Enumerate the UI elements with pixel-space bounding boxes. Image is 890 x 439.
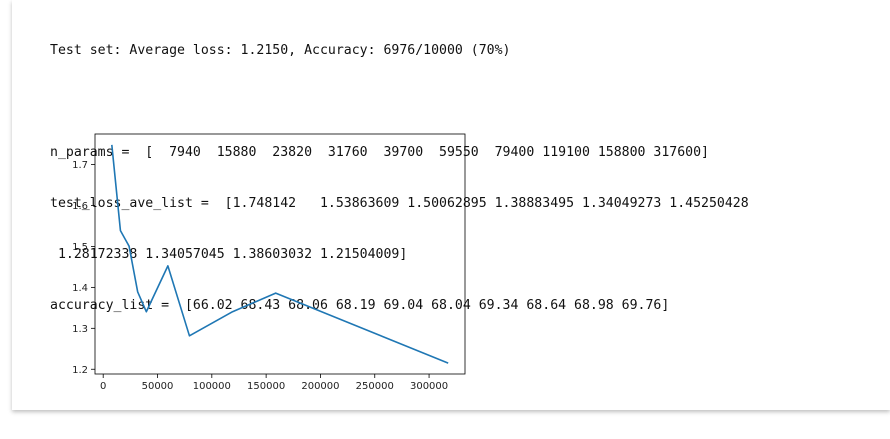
x-tick-label: 300000 [410, 381, 448, 392]
x-tick-label: 100000 [193, 381, 231, 392]
n-params-line: n_params = [ 7940 15880 23820 31760 3970… [50, 145, 709, 160]
x-tick-label: 50000 [142, 381, 174, 392]
test-loss-line-2: 1.28172338 1.34057045 1.38603032 1.21504… [50, 247, 408, 262]
test-loss-line-1: test_loss_ave_list = [1.748142 1.5386360… [50, 196, 749, 211]
loss-line-chart: 0 50000 100000 150000 200000 250000 300000 1.2 1… [72, 133, 466, 392]
x-tick-label: 150000 [247, 381, 285, 392]
y-tick-label: 1.2 [72, 365, 88, 376]
stdout-stream: Test set: Average loss: 1.2150, Accuracy… [50, 8, 749, 331]
test-result-line: Test set: Average loss: 1.2150, Accuracy… [50, 43, 511, 58]
plot-frame [94, 133, 466, 375]
loss-series-line [111, 144, 449, 364]
x-tick-label: 0 [100, 381, 106, 392]
y-tick-label: 1.4 [72, 283, 88, 294]
y-tick-label: 1.7 [72, 160, 88, 171]
y-tick-label: 1.3 [72, 324, 88, 335]
x-tick-label: 200000 [301, 381, 339, 392]
y-tick-label: 1.5 [72, 242, 88, 253]
notebook-output-cell [12, 0, 890, 410]
blank-line [50, 93, 749, 110]
y-tick-label: 1.6 [72, 201, 88, 212]
x-tick-label: 250000 [356, 381, 394, 392]
accuracy-line: accuracy_list = [66.02 68.43 68.06 68.19… [50, 298, 670, 313]
